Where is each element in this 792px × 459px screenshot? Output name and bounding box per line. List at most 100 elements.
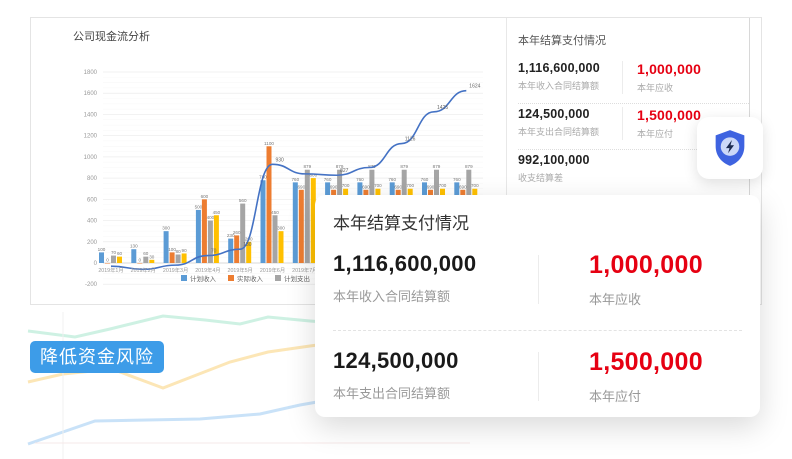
bg-line-yellow bbox=[27, 328, 431, 390]
income-settlement-value: 1,116,600,000 bbox=[518, 61, 600, 75]
svg-text:760: 760 bbox=[324, 177, 332, 182]
svg-text:2019年3月: 2019年3月 bbox=[163, 266, 188, 274]
svg-text:879: 879 bbox=[303, 164, 311, 169]
svg-text:1624: 1624 bbox=[469, 84, 480, 90]
svg-text:1126: 1126 bbox=[405, 137, 416, 143]
svg-text:80: 80 bbox=[176, 249, 182, 254]
popup-income-settlement-value: 1,116,600,000 bbox=[333, 251, 477, 276]
popup-column-divider bbox=[538, 255, 539, 304]
svg-text:1400: 1400 bbox=[84, 112, 98, 118]
svg-text:690: 690 bbox=[394, 184, 402, 189]
svg-text:2019年2月: 2019年2月 bbox=[131, 266, 156, 274]
popup-income-settlement-label: 本年收入合同结算额 bbox=[333, 289, 451, 304]
settlement-row-expense: 124,500,000 本年支出合同结算额 1,500,000 本年应付 bbox=[518, 104, 749, 150]
svg-text:300: 300 bbox=[277, 226, 285, 231]
svg-text:60: 60 bbox=[117, 251, 123, 256]
svg-text:0: 0 bbox=[94, 261, 98, 267]
svg-text:2019年5月: 2019年5月 bbox=[228, 266, 253, 274]
svg-text:760: 760 bbox=[421, 177, 429, 182]
svg-text:760: 760 bbox=[291, 177, 299, 182]
svg-text:700: 700 bbox=[471, 183, 479, 188]
expense-settlement-value: 124,500,000 bbox=[518, 107, 590, 121]
bg-line-teal bbox=[27, 314, 431, 339]
svg-text:-200: -200 bbox=[85, 282, 98, 288]
svg-text:600: 600 bbox=[201, 194, 209, 199]
panel-divider bbox=[506, 18, 507, 304]
chart-title: 公司现金流分析 bbox=[73, 31, 150, 43]
popup-row-expense: 124,500,000 本年支出合同结算额 1,500,000 本年应付 bbox=[333, 331, 742, 419]
svg-text:879: 879 bbox=[400, 164, 408, 169]
svg-text:700: 700 bbox=[439, 183, 447, 188]
svg-text:2019年6月: 2019年6月 bbox=[260, 266, 285, 274]
popup-payable-label: 本年应付 bbox=[589, 389, 642, 404]
svg-text:计划支出: 计划支出 bbox=[284, 274, 310, 283]
svg-text:100: 100 bbox=[98, 247, 106, 252]
svg-text:1100: 1100 bbox=[264, 141, 274, 146]
svg-text:1600: 1600 bbox=[84, 91, 98, 97]
svg-text:90: 90 bbox=[182, 248, 188, 253]
svg-text:1800: 1800 bbox=[84, 70, 98, 76]
svg-text:450: 450 bbox=[271, 210, 279, 215]
balance-label: 收支结算差 bbox=[518, 173, 564, 183]
svg-text:690: 690 bbox=[362, 184, 370, 189]
popup-title: 本年结算支付情况 bbox=[333, 214, 469, 233]
popup-receivable-value: 1,000,000 bbox=[589, 251, 703, 279]
svg-text:700: 700 bbox=[374, 183, 382, 188]
svg-text:100: 100 bbox=[168, 247, 176, 252]
security-shield-card bbox=[697, 117, 763, 179]
svg-text:879: 879 bbox=[336, 164, 344, 169]
svg-text:690: 690 bbox=[459, 184, 467, 189]
svg-text:400: 400 bbox=[87, 219, 98, 225]
popup-column-divider bbox=[538, 352, 539, 401]
settlement-row-income: 1,116,600,000 本年收入合同结算额 1,000,000 本年应收 bbox=[518, 58, 749, 104]
svg-text:690: 690 bbox=[427, 184, 435, 189]
shield-lightning-icon bbox=[715, 130, 745, 166]
svg-text:130: 130 bbox=[243, 242, 252, 248]
svg-text:0: 0 bbox=[139, 258, 142, 263]
svg-text:260: 260 bbox=[233, 230, 241, 235]
svg-text:560: 560 bbox=[239, 198, 247, 203]
svg-text:2019年4月: 2019年4月 bbox=[195, 266, 220, 274]
svg-text:930: 930 bbox=[276, 157, 285, 163]
svg-text:2019年1月: 2019年1月 bbox=[98, 266, 123, 274]
svg-text:230: 230 bbox=[227, 233, 235, 238]
svg-text:600: 600 bbox=[87, 197, 98, 203]
svg-text:1000: 1000 bbox=[84, 155, 98, 161]
svg-text:760: 760 bbox=[356, 177, 364, 182]
risk-reduction-badge[interactable]: 降低资金风险 bbox=[30, 341, 164, 373]
svg-text:30: 30 bbox=[149, 254, 155, 259]
svg-text:60: 60 bbox=[143, 251, 149, 256]
settlement-panel-title: 本年结算支付情况 bbox=[518, 35, 606, 47]
balance-value: 992,100,000 bbox=[518, 153, 590, 167]
svg-text:2019年7月: 2019年7月 bbox=[292, 266, 317, 274]
popup-receivable-label: 本年应收 bbox=[589, 292, 642, 307]
popup-expense-settlement-label: 本年支出合同结算额 bbox=[333, 386, 451, 401]
popup-expense-settlement-value: 124,500,000 bbox=[333, 348, 459, 373]
svg-text:70: 70 bbox=[211, 249, 217, 255]
svg-text:400: 400 bbox=[207, 215, 215, 220]
svg-text:1200: 1200 bbox=[84, 134, 98, 140]
svg-text:130: 130 bbox=[130, 244, 138, 249]
svg-text:200: 200 bbox=[87, 240, 98, 246]
settlement-row-balance: 992,100,000 收支结算差 bbox=[518, 150, 749, 193]
settlement-popup-card: 本年结算支付情况 1,116,600,000 本年收入合同结算额 1,000,0… bbox=[315, 195, 760, 417]
payable-label: 本年应付 bbox=[637, 129, 674, 139]
popup-payable-value: 1,500,000 bbox=[589, 348, 703, 376]
inner-vertical-rule bbox=[749, 18, 750, 196]
svg-text:300: 300 bbox=[162, 226, 170, 231]
svg-text:760: 760 bbox=[388, 177, 396, 182]
svg-text:827: 827 bbox=[340, 168, 349, 174]
svg-text:实际收入: 实际收入 bbox=[237, 274, 264, 283]
receivable-label: 本年应收 bbox=[637, 83, 674, 93]
svg-text:690: 690 bbox=[297, 184, 305, 189]
expense-settlement-label: 本年支出合同结算额 bbox=[518, 127, 600, 137]
svg-text:879: 879 bbox=[465, 164, 473, 169]
payable-value: 1,500,000 bbox=[637, 107, 702, 123]
svg-text:800: 800 bbox=[87, 176, 98, 182]
svg-text:500: 500 bbox=[195, 204, 203, 209]
svg-text:1425: 1425 bbox=[437, 105, 448, 111]
svg-text:690: 690 bbox=[330, 184, 338, 189]
svg-text:800: 800 bbox=[309, 173, 317, 178]
svg-text:700: 700 bbox=[406, 183, 414, 188]
